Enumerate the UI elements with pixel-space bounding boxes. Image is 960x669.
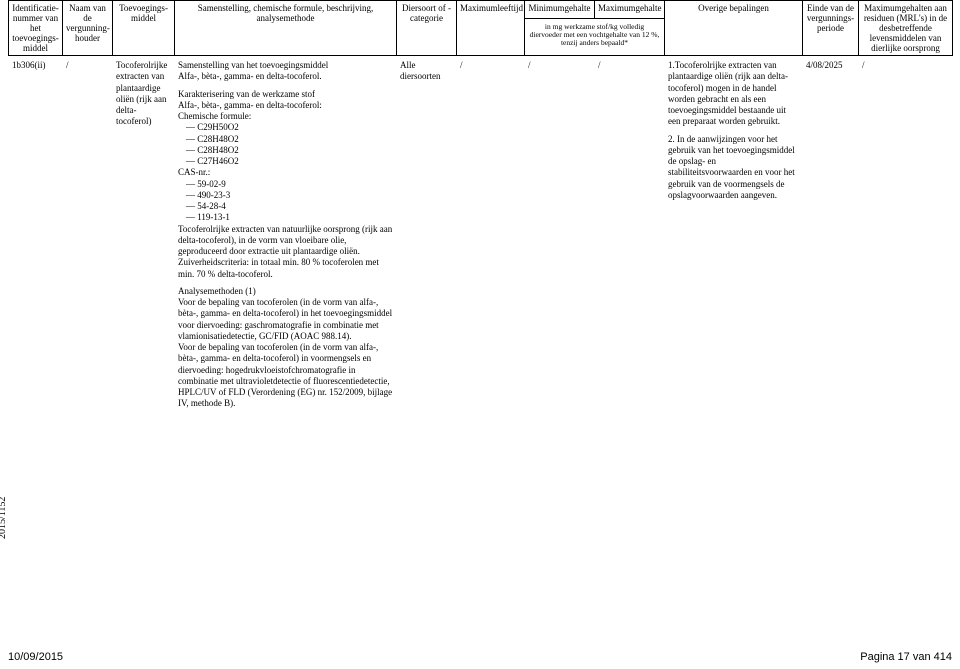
cell-max-content: /: [595, 56, 665, 418]
cas-item: 54-28-4: [186, 201, 393, 212]
cell-mrl: /: [859, 56, 953, 418]
analysis-heading: Analysemethoden (1): [178, 286, 256, 296]
col-id: Identificatie­nummer van het toevoegings…: [9, 1, 63, 56]
side-regulation-ref: 2015/1152: [0, 497, 8, 539]
col-name: Naam van de vergunning­houder: [63, 1, 113, 56]
column-header-table: Identificatie­nummer van het toevoegings…: [8, 0, 953, 56]
page: Identificatie­nummer van het toevoegings…: [0, 0, 960, 669]
cell-composition: Samenstelling van het toevoegingsmiddel …: [175, 56, 397, 418]
comp-heading-2: Karakterisering van de werkzame stof: [178, 89, 315, 99]
comp-cas-label: CAS-nr.:: [178, 167, 210, 177]
cell-species: Alle diersoorten: [397, 56, 457, 418]
cell-holder: /: [63, 56, 113, 418]
content-unit-note: in mg werkzame stof/kg volledig diervoed…: [528, 23, 661, 48]
analysis-method-2: Voor de bepaling van tocoferolen (in de …: [178, 342, 392, 408]
comp-text-2: Alfa-, bèta-, gamma- en delta-tocoferol:: [178, 100, 322, 110]
comp-purity: Zuiverheidscriteria: in totaal min. 80 %…: [178, 257, 379, 278]
footer-page-number: Pagina 17 van 414: [860, 651, 952, 663]
col-species: Diersoort of -categorie: [397, 1, 457, 56]
cell-max-age: /: [457, 56, 525, 418]
page-footer: 10/09/2015 Pagina 17 van 414: [8, 651, 952, 663]
col-composition: Samenstelling, chemische formule, beschr…: [175, 1, 397, 56]
col-other: Overige bepalingen: [665, 1, 803, 56]
other-provision-1: 1.Tocoferolrijke extracten van plantaard…: [668, 60, 799, 128]
cas-item: 119-13-1: [186, 212, 393, 223]
cell-end-date: 4/08/2025: [803, 56, 859, 418]
cell-id: 1b306(ii): [9, 56, 63, 418]
cell-min-content: /: [525, 56, 595, 418]
cas-item: 490-23-3: [186, 190, 393, 201]
comp-text-1: Alfa-, bèta-, gamma- en delta-tocoferol.: [178, 71, 322, 81]
formula-item: C28H48O2: [186, 134, 393, 145]
col-end-date: Einde van de vergunnings­periode: [803, 1, 859, 56]
formula-item: C29H50O2: [186, 122, 393, 133]
comp-formula-label: Chemische formule:: [178, 111, 251, 121]
col-max-content: Maximumgehalte: [595, 1, 665, 19]
data-table: 1b306(ii) / Tocoferolrijke extracten van…: [8, 56, 953, 418]
col-min-content: Minimumgehalte: [525, 1, 595, 19]
formula-item: C27H46O2: [186, 156, 393, 167]
formula-item: C28H48O2: [186, 145, 393, 156]
other-provision-2: 2. In de aanwijzingen voor het gebruik v…: [668, 134, 799, 202]
comp-origin: Tocoferolrijke extracten van natuurlijke…: [178, 224, 392, 257]
cell-other-provisions: 1.Tocoferolrijke extracten van plantaard…: [665, 56, 803, 418]
col-mrl: Maximumgehalten aan residuen (MRL's) in …: [859, 1, 953, 56]
cell-additive: Tocoferolrijke extracten van plantaardig…: [113, 56, 175, 418]
cas-item: 59-02-9: [186, 179, 393, 190]
col-additive: Toevoegings­middel: [113, 1, 175, 56]
col-max-age: Maximumleeftijd: [457, 1, 525, 56]
table-row: 1b306(ii) / Tocoferolrijke extracten van…: [9, 56, 953, 418]
col-content-subnote: in mg werkzame stof/kg volledig diervoed…: [525, 18, 665, 55]
comp-heading-1: Samenstelling van het toevoegingsmiddel: [178, 60, 328, 70]
footer-date: 10/09/2015: [8, 651, 63, 663]
analysis-method-1: Voor de bepaling van tocoferolen (in de …: [178, 297, 392, 341]
